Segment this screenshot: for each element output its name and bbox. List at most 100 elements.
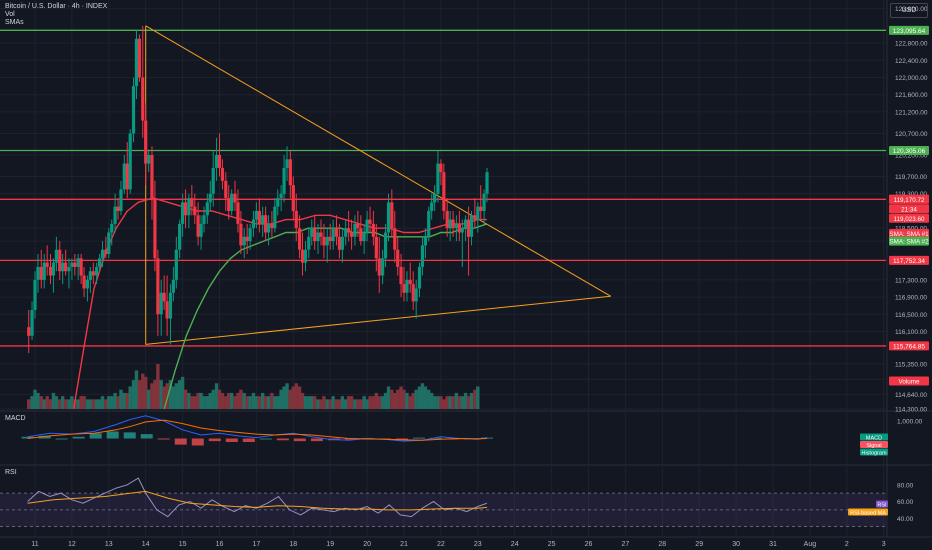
currency-selector[interactable]: USD: [890, 3, 928, 18]
candle-body: [331, 228, 335, 242]
level-price-label: 123,095.64: [893, 28, 926, 35]
volume-bar: [150, 383, 154, 409]
candle-body: [119, 189, 123, 211]
volume-bar: [82, 396, 86, 409]
macd-histogram-bar: [481, 437, 494, 439]
x-tick-label: 23: [474, 541, 482, 548]
volume-bar: [362, 396, 366, 409]
volume-bar: [245, 396, 249, 409]
volume-bar: [423, 386, 428, 409]
volume-bar: [168, 380, 173, 409]
candle-body: [199, 223, 203, 237]
candle-body: [137, 38, 142, 78]
volume-bar: [190, 396, 194, 409]
macd-histogram-bar: [242, 438, 255, 442]
volume-bar: [463, 392, 468, 409]
candle-body: [242, 236, 246, 246]
sma-indicator-label[interactable]: SMAs: [5, 19, 24, 26]
candle-body: [144, 120, 148, 164]
candle-body: [469, 215, 474, 237]
candle-body: [239, 223, 243, 246]
candle-body: [236, 202, 240, 224]
candle-body: [362, 232, 366, 242]
candle-body: [411, 284, 415, 302]
volume-bar: [411, 392, 415, 409]
candle-body: [64, 262, 68, 272]
candle-body: [251, 219, 256, 229]
volume-bar: [146, 389, 151, 409]
candle-body: [436, 163, 440, 194]
candle-body: [448, 219, 452, 229]
candle-body: [328, 236, 332, 242]
candle-body: [408, 279, 412, 285]
volume-bar: [310, 396, 314, 409]
macd-pane-title[interactable]: MACD: [5, 415, 26, 422]
volume-bar: [349, 396, 354, 409]
candle-body: [371, 223, 375, 237]
price-badge-label: 21:34: [901, 206, 917, 213]
rsi-legend-badge: [848, 508, 888, 516]
x-tick-label: 21: [400, 541, 408, 548]
volume-bar: [251, 392, 256, 409]
volume-bar: [374, 392, 379, 409]
macd-tick-label: 1,000.00: [897, 419, 923, 426]
x-tick-label: 26: [585, 541, 593, 548]
volume-bar: [451, 396, 455, 409]
volume-bar: [359, 399, 363, 409]
triangle-trendline: [145, 25, 611, 297]
candle-body: [300, 249, 305, 263]
level-price-badge: [889, 25, 929, 35]
candle-body: [386, 202, 391, 233]
volume-bar: [30, 396, 34, 409]
price-tick-label: 119,700.00: [895, 174, 927, 181]
volume-bar: [417, 386, 422, 409]
symbol-title[interactable]: Bitcoin / U.S. Dollar · 4h · INDEX: [5, 3, 108, 10]
volume-bar: [137, 380, 142, 409]
macd-histogram-bar: [21, 436, 34, 439]
price-tick-label: 116,900.00: [895, 295, 927, 302]
x-tick-label: 3: [882, 541, 886, 548]
candle-body: [476, 206, 480, 220]
volume-bar: [399, 386, 403, 409]
candle-body: [168, 292, 173, 319]
volume-bar: [282, 386, 286, 409]
macd-histogram-bar: [395, 438, 408, 440]
rsi-ma-line: [27, 490, 488, 511]
volume-bar: [214, 383, 219, 409]
volume-indicator-label[interactable]: Vol: [5, 11, 15, 18]
candle-body: [100, 249, 105, 259]
candle-body: [276, 198, 280, 207]
x-tick-label: 19: [326, 541, 334, 548]
candle-body: [211, 167, 215, 194]
volume-bar: [45, 396, 49, 409]
volume-bar: [313, 396, 317, 409]
x-tick-label: 28: [658, 541, 666, 548]
volume-bar: [174, 383, 179, 409]
candle-body: [307, 236, 311, 250]
macd-legend-label: Histogram: [861, 450, 886, 456]
volume-bar: [113, 392, 117, 409]
macd-legend-badge: [860, 448, 888, 456]
volume-bar: [469, 392, 474, 409]
volume-bar: [217, 389, 222, 409]
volume-bar: [125, 392, 129, 409]
rsi-pane-title[interactable]: RSI: [5, 469, 17, 476]
macd-histogram-bar: [293, 438, 306, 442]
volume-bar: [356, 399, 360, 409]
volume-bar: [122, 392, 126, 409]
macd-histogram-bar: [123, 432, 136, 439]
candle-body: [128, 133, 132, 190]
chart-legend: Bitcoin / U.S. Dollar · 4h · INDEX Vol S…: [5, 3, 107, 27]
price-badge: [889, 213, 929, 223]
candle-body: [365, 219, 369, 233]
price-badge: [889, 236, 929, 246]
x-tick-label: 18: [289, 541, 297, 548]
candle-body: [190, 198, 194, 207]
price-tick-label: 115,350.00: [895, 361, 927, 368]
candle-body: [485, 172, 489, 194]
candle-body: [430, 202, 434, 211]
candle-body: [254, 210, 258, 220]
candle-body: [466, 219, 471, 237]
volume-bar: [107, 396, 111, 409]
